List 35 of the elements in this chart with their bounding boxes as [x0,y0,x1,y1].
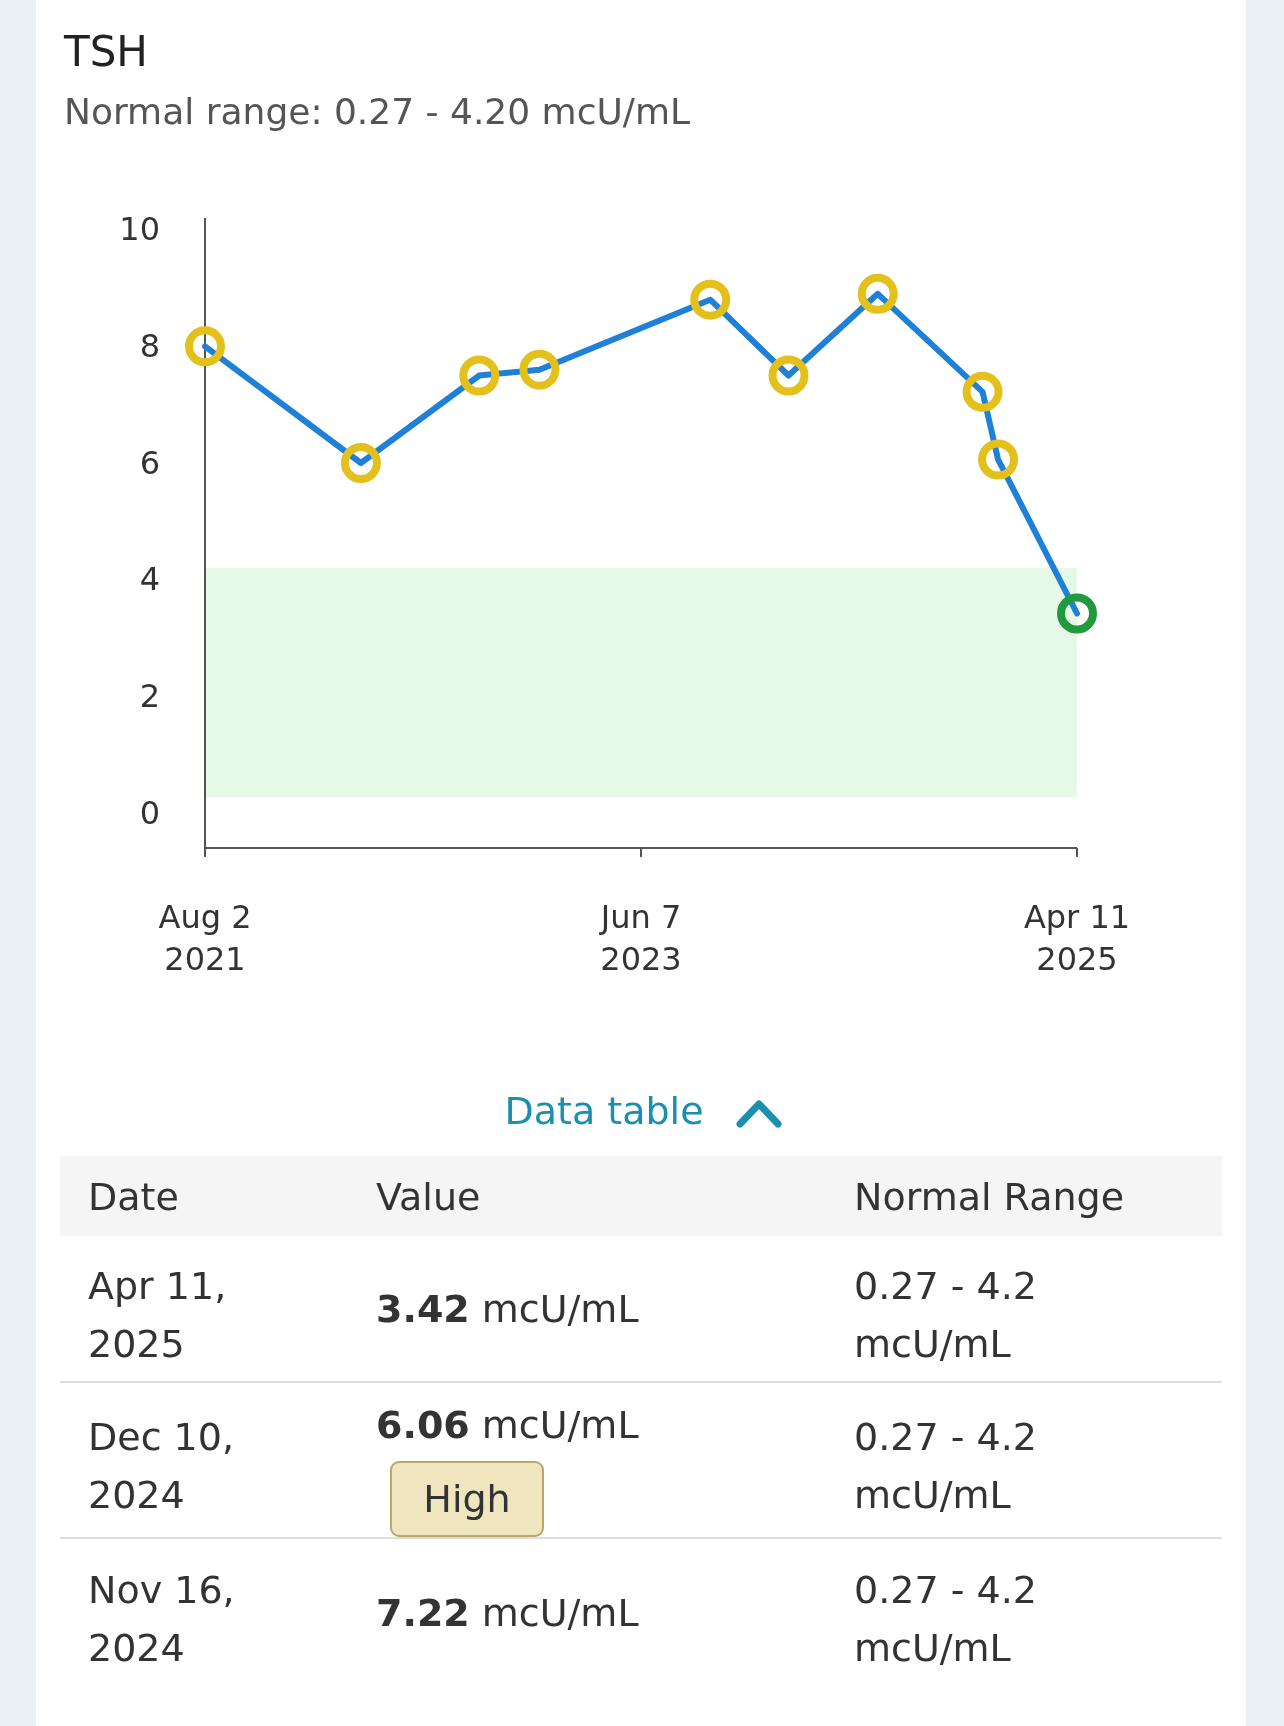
text: Dec 10, 2024 [88,1415,235,1517]
text: Apr 11, 2025 [88,1264,227,1366]
point [962,371,1003,412]
y-tick-label: 8 [139,327,160,366]
text: Data table [504,1089,704,1133]
text: 3.42 mcU/mL [376,1287,639,1331]
text: Nov 16, 2024 [88,1568,235,1670]
text: 0.27 - 4.2 mcU/mL [854,1264,1037,1366]
point [1057,593,1097,634]
chart-subtitle: Normal range: 0.27 - 4.20 mcU/mL [64,91,691,132]
point [768,355,809,396]
chart-title: TSH [63,27,148,76]
y-tick-label: 2 [139,677,160,716]
y-tick-label: 10 [119,210,160,249]
point [857,273,898,314]
text: Date [88,1175,179,1219]
text: 6.06 mcU/mL [376,1403,639,1447]
text: Value [376,1175,481,1219]
y-tick-label: 4 [139,560,160,599]
x-tick-label: Jun 7 2023 [598,898,682,978]
x-tick-label: Apr 11 2025 [1023,898,1131,978]
x-tick-label: Aug 2 2021 [158,898,252,978]
point [519,349,560,390]
y-tick-label: 0 [139,793,160,832]
text: High [423,1477,511,1521]
y-tick-label: 6 [139,443,160,482]
text: 0.27 - 4.2 mcU/mL [854,1415,1037,1517]
point [978,439,1019,480]
text: 0.27 - 4.2 mcU/mL [854,1568,1037,1670]
point [690,279,731,320]
text: Normal Range [854,1175,1125,1219]
point [459,355,500,396]
point [340,443,381,483]
point [185,326,225,367]
text: 7.22 mcU/mL [376,1591,639,1635]
